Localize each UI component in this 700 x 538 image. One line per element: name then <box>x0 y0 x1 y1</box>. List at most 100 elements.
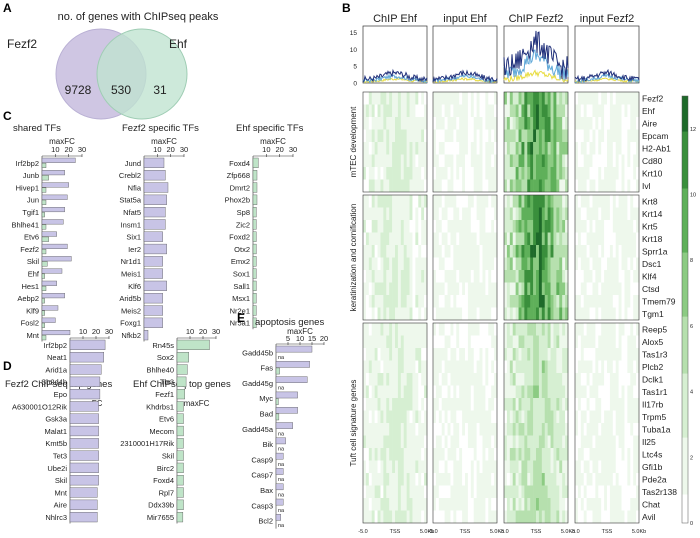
chart-title: Fezf2 specific TFs <box>122 123 199 134</box>
heat-cell <box>412 423 416 436</box>
heat-cell <box>441 220 445 233</box>
heat-cell <box>482 207 486 220</box>
heat-cell <box>485 335 489 348</box>
heat-cell <box>618 104 622 117</box>
heat-cell <box>509 282 514 295</box>
heat-x-tick: TSS <box>602 529 613 535</box>
heat-cell <box>575 410 579 423</box>
heat-cell <box>473 154 477 167</box>
heat-cell <box>615 92 619 105</box>
heat-cell <box>467 373 472 386</box>
heat-cell <box>627 104 631 117</box>
heat-cell <box>633 179 637 192</box>
heat-cell <box>544 423 548 436</box>
heat-cell <box>485 245 489 258</box>
heat-cell <box>433 92 437 105</box>
heat-cell <box>435 460 440 473</box>
heat-cell <box>538 435 543 448</box>
heat-cell <box>383 117 387 130</box>
category-label: Irf2bp2 <box>16 159 39 168</box>
heat-cell <box>547 360 551 373</box>
heat-cell <box>592 335 596 348</box>
heat-cell <box>509 195 514 208</box>
heat-cell <box>621 129 625 142</box>
heat-cell <box>400 307 405 320</box>
heat-cell <box>583 195 587 208</box>
heat-cell <box>456 460 460 473</box>
colorbar-step <box>682 202 688 211</box>
heat-cell <box>444 373 448 386</box>
heat-cell <box>476 423 480 436</box>
heat-cell <box>418 154 422 167</box>
bar <box>176 352 189 363</box>
heat-cell <box>607 510 611 523</box>
heat-cell <box>609 423 614 436</box>
category-label: Etv6 <box>159 415 174 424</box>
heat-cell <box>541 473 546 486</box>
heat-cell <box>435 423 440 436</box>
heat-cell <box>403 142 407 155</box>
heat-cell <box>380 282 384 295</box>
heat-cell <box>488 460 492 473</box>
heat-cell <box>371 460 375 473</box>
heat-cell <box>444 167 448 180</box>
heat-cell <box>465 448 469 461</box>
heat-cell <box>577 323 582 336</box>
heat-cell <box>527 460 531 473</box>
heat-cell <box>624 485 628 498</box>
heat-cell <box>467 485 472 498</box>
profile-frame <box>503 25 569 84</box>
heat-cell <box>530 179 534 192</box>
heat-cell <box>462 129 466 142</box>
bar <box>252 219 257 230</box>
heat-cell <box>580 129 585 142</box>
heat-cell <box>633 154 637 167</box>
heat-cell <box>601 220 605 233</box>
heat-cell <box>633 410 637 423</box>
heat-cell <box>612 257 617 270</box>
heat-cell <box>494 410 498 423</box>
heat-cell <box>515 245 519 258</box>
heat-cell <box>589 473 593 486</box>
heat-cell <box>441 295 445 308</box>
heat-cell <box>380 167 384 180</box>
heat-cell <box>527 307 531 320</box>
heat-cell <box>444 460 448 473</box>
heat-cell <box>453 335 457 348</box>
heat-cell <box>473 104 477 117</box>
heat-cell <box>424 435 428 448</box>
heat-cell <box>470 129 475 142</box>
heat-cell <box>447 498 451 511</box>
heat-cell <box>447 348 451 361</box>
heat-cell <box>453 245 457 258</box>
heat-cell <box>482 117 486 130</box>
heat-cell <box>482 104 486 117</box>
heat-cell <box>406 245 410 258</box>
heat-cell <box>462 195 466 208</box>
heat-cell <box>504 498 508 511</box>
heat-cell <box>424 92 428 105</box>
category-label: Six1 <box>126 233 141 242</box>
heat-cell <box>538 207 543 220</box>
heat-cell <box>383 323 387 336</box>
heat-cell <box>450 207 454 220</box>
category-label: Casp3 <box>251 501 273 510</box>
heat-cell <box>612 435 617 448</box>
heat-cell <box>518 129 522 142</box>
heat-cell <box>476 92 480 105</box>
heat-cell <box>527 270 531 283</box>
heat-cell <box>363 245 367 258</box>
heat-cell <box>609 335 614 348</box>
heat-cell <box>556 195 560 208</box>
heat-cell <box>476 485 480 498</box>
heat-cell <box>598 498 602 511</box>
heat-cell <box>618 167 622 180</box>
heat-cell <box>421 348 425 361</box>
gene-label: Chat <box>642 499 661 509</box>
heat-cell <box>380 510 384 523</box>
heat-cell <box>577 360 582 373</box>
heat-cell <box>409 117 413 130</box>
heat-cell <box>624 257 628 270</box>
heat-cell <box>577 410 582 423</box>
heat-cell <box>412 282 416 295</box>
